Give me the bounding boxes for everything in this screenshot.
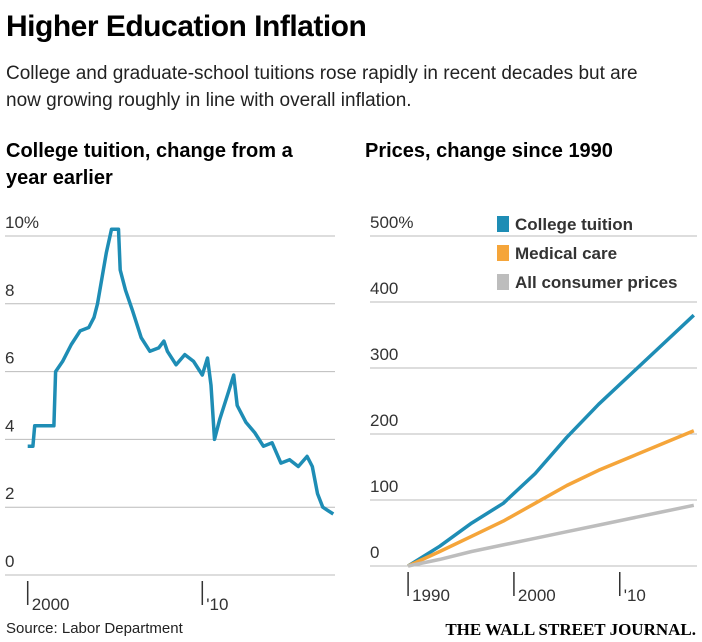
chart-title: College tuition, change from a year earl… <box>6 140 293 189</box>
x-tick-label: 1990 <box>412 586 450 605</box>
y-tick-label: 8 <box>5 281 14 300</box>
y-tick-label: 6 <box>5 349 14 368</box>
y-tick-label: 300 <box>370 345 398 364</box>
data-line <box>407 429 695 568</box>
y-tick-label: 0 <box>5 552 14 571</box>
legend-label: Medical care <box>515 244 617 263</box>
subtitle: College and graduate-school tuitions ros… <box>6 63 638 111</box>
y-tick-label: 0 <box>370 543 379 562</box>
y-tick-label: 200 <box>370 411 398 430</box>
source: Source: Labor Department <box>6 620 183 637</box>
y-tick-label: 100 <box>370 477 398 496</box>
y-tick-label: 500% <box>370 213 413 232</box>
credit: THE WALL STREET JOURNAL. <box>445 620 696 639</box>
legend-swatch <box>497 216 509 232</box>
x-tick-label: '10 <box>206 595 228 614</box>
title: Higher Education Inflation <box>6 10 367 43</box>
x-tick-label: '10 <box>624 586 646 605</box>
data-line <box>407 313 695 568</box>
y-tick-label: 400 <box>370 279 398 298</box>
legend-label: All consumer prices <box>515 273 678 292</box>
y-tick-label: 10% <box>5 213 39 232</box>
x-tick-label: 2000 <box>32 595 70 614</box>
chart-title: Prices, change since 1990 <box>365 140 613 162</box>
y-tick-label: 4 <box>5 416 14 435</box>
legend-label: College tuition <box>515 215 633 234</box>
legend-swatch <box>497 245 509 261</box>
data-line <box>27 227 335 516</box>
x-tick-label: 2000 <box>518 586 556 605</box>
y-tick-label: 2 <box>5 484 14 503</box>
legend-swatch <box>497 274 509 290</box>
data-line <box>407 503 695 568</box>
